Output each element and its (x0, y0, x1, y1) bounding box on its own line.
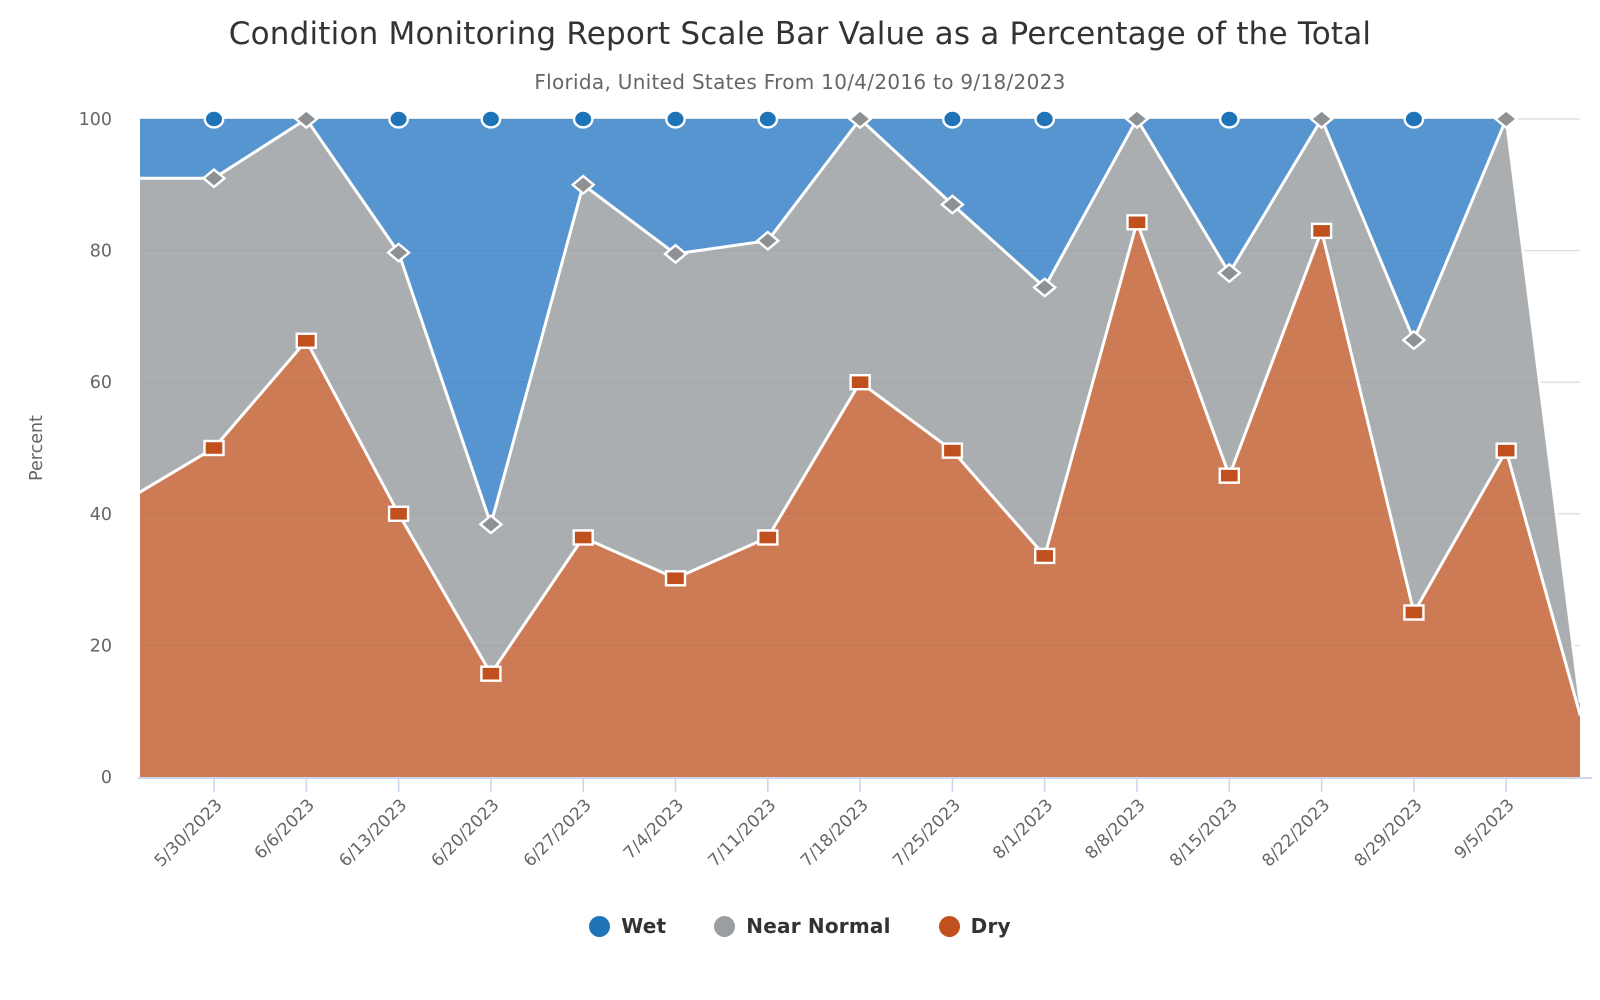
wet-marker[interactable] (1403, 109, 1425, 129)
near-normal-area (140, 119, 1580, 715)
near-normal-marker[interactable] (478, 514, 504, 535)
dry-marker[interactable] (664, 570, 687, 587)
wet-marker[interactable] (480, 109, 502, 129)
wet-marker[interactable] (757, 109, 779, 129)
dry-marker[interactable] (295, 332, 317, 349)
dry-marker[interactable] (572, 529, 594, 546)
y-axis-label: 0 (101, 768, 112, 788)
dry-marker[interactable] (1033, 547, 1056, 565)
dry-marker[interactable] (1403, 604, 1425, 621)
dry-marker[interactable] (1310, 222, 1333, 240)
legend-item-dry[interactable]: Dry (938, 914, 1011, 938)
x-axis-label: 6/20/2023 (428, 795, 504, 871)
x-axis-label: 7/4/2023 (620, 795, 688, 863)
near-normal-marker[interactable] (1124, 108, 1150, 130)
dry-marker[interactable] (203, 439, 225, 457)
near-normal-marker[interactable] (293, 108, 319, 130)
wet-marker[interactable] (1218, 109, 1240, 129)
x-axis-label: 7/18/2023 (797, 795, 873, 871)
legend-item-near-normal[interactable]: Near Normal (714, 914, 890, 938)
y-axis-label: 20 (90, 636, 112, 656)
x-axis-label: 8/8/2023 (1081, 795, 1149, 863)
dry-marker[interactable] (941, 442, 964, 459)
x-axis-label: 9/5/2023 (1451, 795, 1519, 863)
y-axis-title: Percent (27, 415, 47, 481)
dry-marker[interactable] (757, 529, 779, 546)
wet-marker[interactable] (942, 109, 963, 129)
near-normal-marker[interactable] (1493, 108, 1519, 130)
legend-swatch-icon (589, 915, 611, 937)
x-axis-label: 8/29/2023 (1351, 795, 1427, 871)
near-normal-marker[interactable] (1309, 108, 1334, 130)
legend-swatch-icon (714, 915, 736, 937)
chart-title: Condition Monitoring Report Scale Bar Va… (228, 16, 1372, 52)
y-axis-label: 100 (79, 110, 112, 130)
x-axis-label: 7/25/2023 (889, 795, 965, 871)
legend-label: Near Normal (746, 914, 891, 938)
near-normal-marker[interactable] (1401, 329, 1427, 351)
wet-marker[interactable] (572, 109, 594, 129)
y-axis-label: 80 (90, 242, 112, 262)
dry-marker[interactable] (1495, 442, 1517, 459)
wet-marker[interactable] (665, 109, 686, 129)
x-axis-label: 6/6/2023 (251, 795, 319, 863)
near-normal-marker[interactable] (570, 174, 596, 196)
legend-label: Wet (621, 914, 667, 938)
wet-marker[interactable] (1034, 109, 1056, 129)
legend-swatch-icon (938, 915, 960, 937)
chart-legend: Wet Near Normal Dry (0, 914, 1600, 938)
dry-marker[interactable] (1218, 467, 1241, 484)
near-normal-marker[interactable] (201, 167, 227, 189)
x-axis-label: 8/15/2023 (1166, 795, 1242, 871)
x-axis-label: 5/30/2023 (151, 795, 227, 871)
near-normal-marker[interactable] (1032, 277, 1058, 298)
x-axis-label: 6/13/2023 (335, 795, 411, 871)
near-normal-marker[interactable] (940, 194, 965, 215)
legend-item-wet[interactable]: Wet (589, 914, 666, 938)
dry-marker[interactable] (849, 374, 871, 391)
near-normal-marker[interactable] (755, 230, 781, 251)
x-axis-label: 8/22/2023 (1258, 795, 1334, 871)
wet-area (140, 119, 1580, 702)
x-axis-label: 7/11/2023 (705, 795, 781, 871)
wet-marker[interactable] (388, 109, 409, 129)
x-axis-label: 6/27/2023 (520, 795, 596, 871)
dry-marker[interactable] (387, 505, 410, 522)
wet-marker[interactable] (203, 109, 225, 129)
near-normal-marker[interactable] (386, 242, 411, 263)
near-normal-marker[interactable] (847, 108, 873, 130)
dry-marker[interactable] (480, 665, 502, 682)
dry-area (140, 222, 1580, 778)
x-axis-label: 8/1/2023 (989, 795, 1057, 863)
chart-subtitle: Florida, United States From 10/4/2016 to… (534, 70, 1066, 94)
near-normal-marker[interactable] (663, 243, 688, 265)
near-normal-marker[interactable] (1216, 262, 1242, 284)
y-axis-label: 40 (90, 505, 112, 525)
legend-label: Dry (970, 914, 1011, 938)
dry-marker[interactable] (1126, 214, 1148, 231)
y-axis-label: 60 (90, 373, 112, 393)
